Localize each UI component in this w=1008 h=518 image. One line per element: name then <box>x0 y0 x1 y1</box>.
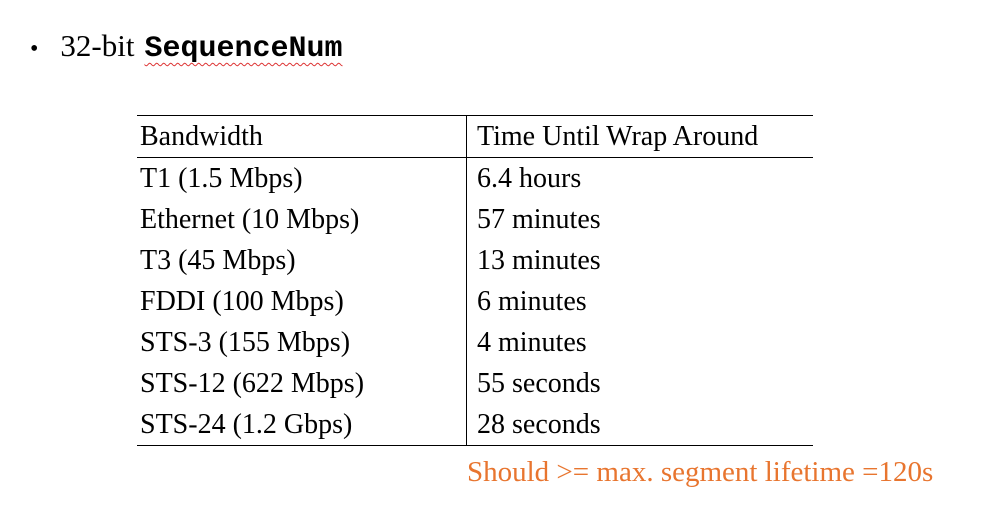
bullet-dot: • <box>30 36 39 62</box>
header-bandwidth: Bandwidth <box>140 120 263 152</box>
header-time-until-wrap: Time Until Wrap Around <box>466 115 813 158</box>
cell-wrap-time: 6.4 hours <box>466 157 813 199</box>
table-row: STS-3 (155 Mbps) 4 minutes <box>137 322 813 363</box>
cell-wrap-time: 57 minutes <box>466 199 813 240</box>
cell-wrap-time: 13 minutes <box>466 240 813 281</box>
table-row: T1 (1.5 Mbps) 6.4 hours <box>137 157 813 199</box>
cell-wrap-time: 6 minutes <box>466 281 813 322</box>
sequence-num-code: SequenceNum <box>144 32 343 66</box>
cell-bandwidth: T3 (45 Mbps) <box>140 244 296 276</box>
bullet-prefix-text: 32-bit <box>60 28 135 63</box>
cell-wrap-time: 55 seconds <box>466 363 813 404</box>
table-row: T3 (45 Mbps) 13 minutes <box>137 240 813 281</box>
cell-bandwidth: STS-3 (155 Mbps) <box>140 326 351 358</box>
table-row: STS-12 (622 Mbps) 55 seconds <box>137 363 813 404</box>
segment-lifetime-note: Should >= max. segment lifetime =120s <box>467 456 934 488</box>
table-header-row: Bandwidth Time Until Wrap Around <box>137 115 813 158</box>
cell-bandwidth: Ethernet (10 Mbps) <box>140 203 360 235</box>
cell-bandwidth: FDDI (100 Mbps) <box>140 285 344 317</box>
cell-wrap-time: 4 minutes <box>466 322 813 363</box>
wrap-around-table: Bandwidth Time Until Wrap Around T1 (1.5… <box>137 115 813 446</box>
table-row: STS-24 (1.2 Gbps) 28 seconds <box>137 404 813 446</box>
cell-wrap-time: 28 seconds <box>466 404 813 446</box>
bullet-line: • 32-bit SequenceNum <box>30 28 343 78</box>
cell-bandwidth: STS-12 (622 Mbps) <box>140 367 365 399</box>
cell-bandwidth: STS-24 (1.2 Gbps) <box>140 408 353 440</box>
table-row: FDDI (100 Mbps) 6 minutes <box>137 281 813 322</box>
cell-bandwidth: T1 (1.5 Mbps) <box>140 162 303 194</box>
table-row: Ethernet (10 Mbps) 57 minutes <box>137 199 813 240</box>
